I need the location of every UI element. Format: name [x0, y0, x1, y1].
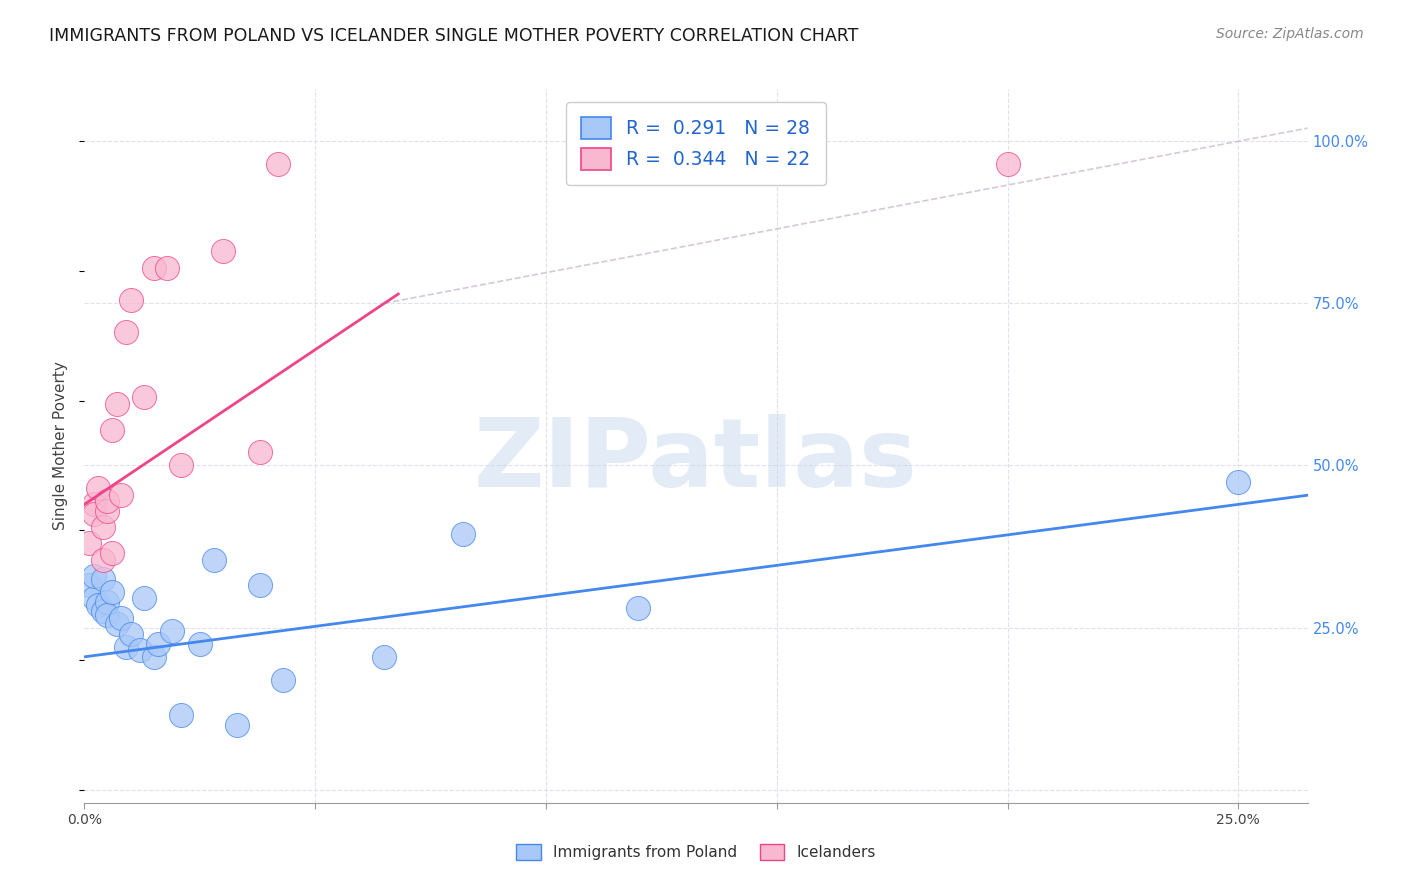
Point	[83, 497, 105, 511]
Point	[91, 604, 114, 618]
Point	[211, 244, 233, 259]
Point	[115, 326, 138, 340]
Point	[105, 397, 128, 411]
Point	[110, 611, 132, 625]
Text: IMMIGRANTS FROM POLAND VS ICELANDER SINGLE MOTHER POVERTY CORRELATION CHART: IMMIGRANTS FROM POLAND VS ICELANDER SING…	[49, 27, 859, 45]
Point	[627, 601, 650, 615]
Point	[96, 595, 118, 609]
Point	[120, 627, 142, 641]
Point	[77, 536, 100, 550]
Point	[170, 708, 193, 723]
Point	[120, 293, 142, 307]
Legend: Immigrants from Poland, Icelanders: Immigrants from Poland, Icelanders	[510, 838, 882, 866]
Point	[134, 591, 156, 606]
Point	[83, 507, 105, 521]
Point	[87, 598, 110, 612]
Point	[91, 520, 114, 534]
Point	[96, 607, 118, 622]
Point	[83, 591, 105, 606]
Point	[96, 504, 118, 518]
Point	[101, 546, 124, 560]
Point	[87, 481, 110, 495]
Point	[249, 578, 271, 592]
Point	[451, 526, 474, 541]
Point	[249, 445, 271, 459]
Point	[115, 640, 138, 654]
Y-axis label: Single Mother Poverty: Single Mother Poverty	[53, 361, 69, 531]
Point	[271, 673, 294, 687]
Point	[142, 260, 165, 275]
Text: ZIPatlas: ZIPatlas	[474, 414, 918, 507]
Point	[83, 568, 105, 582]
Point	[170, 458, 193, 473]
Point	[96, 494, 118, 508]
Point	[156, 260, 179, 275]
Point	[1227, 475, 1250, 489]
Point	[202, 552, 225, 566]
Point	[142, 649, 165, 664]
Point	[373, 649, 395, 664]
Point	[267, 157, 290, 171]
Point	[148, 637, 170, 651]
Point	[105, 617, 128, 632]
Point	[225, 718, 247, 732]
Point	[101, 423, 124, 437]
Point	[160, 624, 183, 638]
Point	[101, 585, 124, 599]
Text: Source: ZipAtlas.com: Source: ZipAtlas.com	[1216, 27, 1364, 41]
Point	[188, 637, 211, 651]
Point	[91, 572, 114, 586]
Point	[77, 578, 100, 592]
Point	[91, 552, 114, 566]
Point	[128, 643, 150, 657]
Point	[997, 157, 1019, 171]
Point	[110, 488, 132, 502]
Point	[134, 390, 156, 404]
